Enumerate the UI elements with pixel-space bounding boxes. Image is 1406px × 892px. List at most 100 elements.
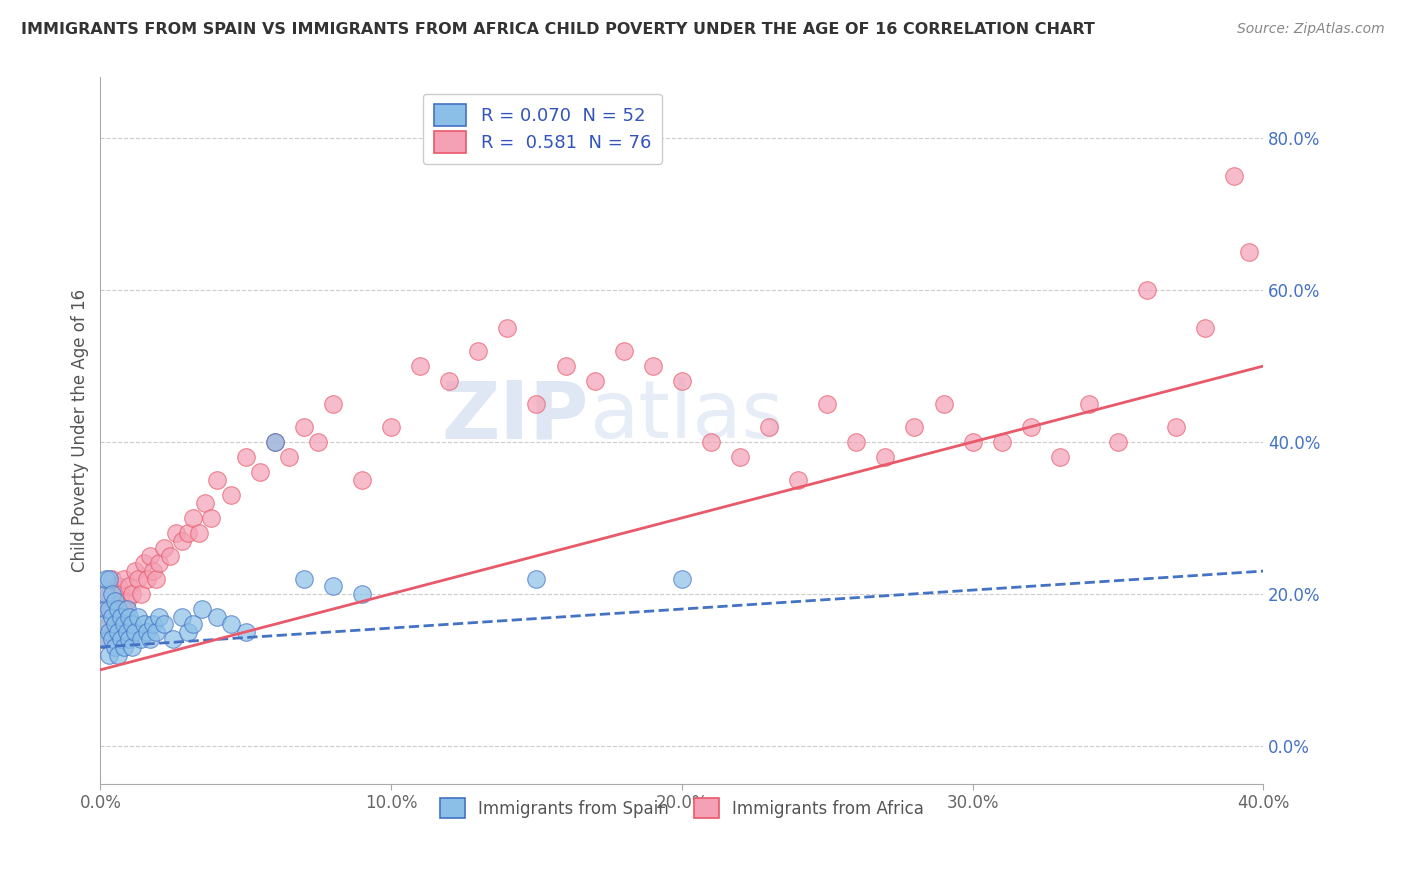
- Point: [112, 572, 135, 586]
- Point: [98, 624, 121, 639]
- Point: [127, 572, 149, 586]
- Point: [671, 374, 693, 388]
- Point: [104, 594, 127, 608]
- Point: [526, 572, 548, 586]
- Point: [263, 434, 285, 449]
- Point: [292, 419, 315, 434]
- Point: [1164, 419, 1187, 434]
- Point: [194, 496, 217, 510]
- Point: [641, 359, 664, 373]
- Point: [104, 617, 127, 632]
- Point: [145, 572, 167, 586]
- Point: [554, 359, 576, 373]
- Point: [104, 640, 127, 654]
- Point: [235, 624, 257, 639]
- Point: [129, 632, 152, 647]
- Point: [1237, 245, 1260, 260]
- Point: [145, 624, 167, 639]
- Point: [183, 511, 205, 525]
- Point: [439, 374, 461, 388]
- Point: [91, 632, 114, 647]
- Point: [787, 473, 810, 487]
- Point: [205, 609, 228, 624]
- Point: [205, 473, 228, 487]
- Point: [124, 564, 146, 578]
- Point: [132, 617, 155, 632]
- Point: [115, 602, 138, 616]
- Point: [1049, 450, 1071, 465]
- Point: [110, 609, 132, 624]
- Point: [932, 397, 955, 411]
- Point: [96, 572, 118, 586]
- Point: [104, 594, 127, 608]
- Point: [263, 434, 285, 449]
- Point: [107, 602, 129, 616]
- Point: [235, 450, 257, 465]
- Point: [91, 632, 114, 647]
- Point: [135, 572, 157, 586]
- Point: [350, 473, 373, 487]
- Point: [1136, 283, 1159, 297]
- Point: [700, 434, 723, 449]
- Point: [98, 648, 121, 662]
- Point: [118, 579, 141, 593]
- Point: [101, 587, 124, 601]
- Point: [219, 617, 242, 632]
- Point: [115, 624, 138, 639]
- Point: [112, 617, 135, 632]
- Point: [101, 602, 124, 616]
- Point: [307, 434, 329, 449]
- Text: IMMIGRANTS FROM SPAIN VS IMMIGRANTS FROM AFRICA CHILD POVERTY UNDER THE AGE OF 1: IMMIGRANTS FROM SPAIN VS IMMIGRANTS FROM…: [21, 22, 1095, 37]
- Point: [107, 609, 129, 624]
- Point: [98, 617, 121, 632]
- Point: [183, 617, 205, 632]
- Point: [110, 587, 132, 601]
- Point: [322, 579, 344, 593]
- Point: [322, 397, 344, 411]
- Point: [188, 526, 211, 541]
- Text: ZIP: ZIP: [441, 377, 589, 456]
- Point: [142, 564, 165, 578]
- Point: [101, 632, 124, 647]
- Point: [162, 632, 184, 647]
- Point: [292, 572, 315, 586]
- Point: [219, 488, 242, 502]
- Point: [153, 541, 176, 556]
- Point: [139, 632, 162, 647]
- Point: [121, 587, 143, 601]
- Point: [129, 587, 152, 601]
- Point: [112, 602, 135, 616]
- Y-axis label: Child Poverty Under the Age of 16: Child Poverty Under the Age of 16: [72, 289, 89, 572]
- Point: [98, 602, 121, 616]
- Point: [98, 587, 121, 601]
- Point: [962, 434, 984, 449]
- Point: [104, 624, 127, 639]
- Point: [115, 594, 138, 608]
- Point: [121, 640, 143, 654]
- Point: [96, 602, 118, 616]
- Point: [278, 450, 301, 465]
- Point: [107, 579, 129, 593]
- Point: [121, 617, 143, 632]
- Text: atlas: atlas: [589, 377, 783, 456]
- Point: [583, 374, 606, 388]
- Point: [758, 419, 780, 434]
- Point: [148, 609, 170, 624]
- Point: [176, 526, 198, 541]
- Point: [135, 624, 157, 639]
- Point: [815, 397, 838, 411]
- Point: [101, 609, 124, 624]
- Point: [124, 624, 146, 639]
- Point: [148, 557, 170, 571]
- Point: [1077, 397, 1099, 411]
- Point: [112, 640, 135, 654]
- Point: [110, 617, 132, 632]
- Point: [153, 617, 176, 632]
- Point: [107, 648, 129, 662]
- Point: [728, 450, 751, 465]
- Point: [875, 450, 897, 465]
- Point: [159, 549, 181, 563]
- Point: [380, 419, 402, 434]
- Point: [496, 321, 519, 335]
- Point: [91, 617, 114, 632]
